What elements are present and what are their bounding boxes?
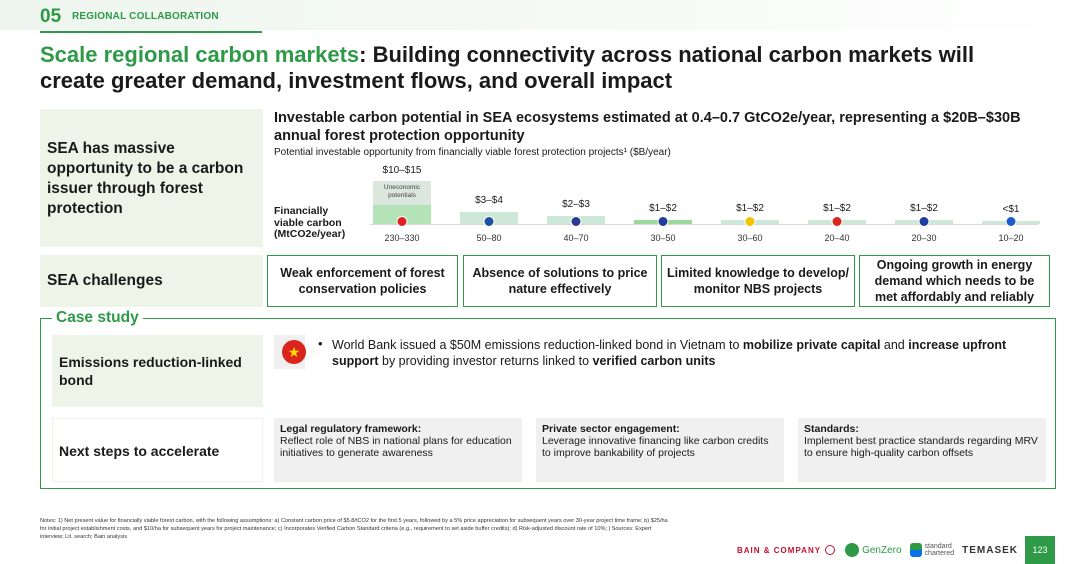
range-label-cambodia: $1–$2 — [649, 203, 677, 214]
mtco2e-label-cambodia: 30–50 — [650, 233, 676, 243]
financially-viable-label: Financially viable carbon (MtCO2e/year) — [274, 205, 346, 241]
step-standards: Standards: Implement best practice stand… — [798, 418, 1046, 482]
section-name: REGIONAL COLLABORATION — [72, 11, 219, 22]
case-study-title: Case study — [52, 309, 143, 327]
step-private-title: Private sector engagement: — [542, 423, 680, 435]
bullet-text-e: by providing investor returns linked to — [378, 354, 593, 368]
step-private-text: Leverage innovative financing like carbo… — [542, 435, 769, 459]
range-label-malaysia: $3–$4 — [475, 195, 503, 206]
chart-title: Investable carbon potential in SEA ecosy… — [274, 110, 1021, 144]
chart-subtitle: Potential investable opportunity from fi… — [274, 147, 671, 158]
partner-logos: BAIN & COMPANY GenZero standard chartere… — [737, 540, 1018, 560]
mtco2e-label-malaysia: 50–80 — [476, 233, 502, 243]
philippines-flag-icon — [1005, 216, 1017, 227]
bullet-icon: • — [318, 336, 323, 351]
cambodia-flag-icon — [657, 216, 669, 227]
challenge-energy: Ongoing growth in energy demand which ne… — [859, 255, 1050, 307]
genzero-icon — [845, 543, 860, 557]
opportunity-panel — [40, 109, 263, 247]
sc-line-2: chartered — [924, 550, 955, 557]
bullet-text-c: and — [880, 338, 909, 352]
mtco2e-label-vietnam: 20–40 — [824, 233, 850, 243]
bullet-text-d: increase upfront support — [332, 338, 1007, 368]
uneconomic-potentials-label: Uneconomic potentials — [373, 181, 431, 205]
bond-panel — [52, 335, 263, 407]
step-standards-title: Standards: — [804, 423, 859, 435]
mtco2e-label-philippines: 10–20 — [998, 233, 1024, 243]
challenge-knowledge: Limited knowledge to develop/ monitor NB… — [661, 255, 855, 307]
genzero-logo: GenZero — [845, 543, 902, 557]
step-standards-text: Implement best practice standards regard… — [804, 435, 1038, 459]
chart-baseline — [370, 224, 1038, 225]
page-title: Scale regional carbon markets: Building … — [40, 42, 1040, 94]
range-label-indonesia: $10–$15 — [382, 165, 422, 176]
standard-chartered-icon — [909, 543, 922, 557]
section-number: 05 — [40, 6, 62, 27]
mtco2e-label-indonesia: 230–330 — [384, 233, 420, 243]
bain-logo: BAIN & COMPANY — [737, 545, 822, 555]
case-study-frame — [40, 318, 1056, 489]
fin-label-line-1: Financially — [274, 205, 329, 217]
genzero-text: GenZero — [862, 544, 902, 556]
step-legal: Legal regulatory framework: Reflect role… — [274, 418, 522, 482]
case-study-bullet: World Bank issued a $50M emissions reduc… — [332, 337, 1042, 369]
next-steps-panel — [52, 418, 263, 482]
temasek-logo: TEMASEK — [962, 544, 1019, 556]
challenge-pricing: Absence of solutions to price nature eff… — [463, 255, 657, 307]
indonesia-flag-icon — [396, 216, 408, 227]
challenges-panel — [40, 255, 263, 307]
myanmar-flag-icon — [744, 216, 756, 227]
standard-chartered-logo: standard chartered — [909, 543, 955, 557]
sc-line-1: standard — [924, 543, 952, 550]
thailand-flag-icon — [570, 216, 582, 227]
bullet-text-a: World Bank issued a $50M emissions reduc… — [332, 338, 743, 352]
bain-circle-icon — [825, 545, 836, 555]
opportunity-label: SEA has massive opportunity to be a carb… — [47, 140, 244, 217]
next-steps-label: Next steps to accelerate — [59, 443, 220, 459]
step-legal-text: Reflect role of NBS in national plans fo… — [280, 435, 512, 459]
mtco2e-label-laos: 20–30 — [911, 233, 937, 243]
laos-flag-icon — [918, 216, 930, 227]
challenges-label: SEA challenges — [47, 272, 163, 289]
bar-indonesia — [373, 205, 431, 224]
step-private: Private sector engagement: Leverage inno… — [536, 418, 784, 482]
standard-chartered-text: standard chartered — [925, 543, 955, 557]
fin-label-line-3: (MtCO2e/year) — [274, 228, 346, 240]
bullet-text-b: mobilize private capital — [742, 338, 881, 352]
section-header-band — [0, 0, 1080, 30]
page-title-highlight: Scale regional carbon markets — [40, 42, 360, 67]
challenge-enforcement: Weak enforcement of forest conservation … — [267, 255, 458, 307]
bullet-text-f: verified carbon units — [592, 354, 716, 368]
bond-label: Emissions reduction-linked bond — [59, 354, 242, 388]
range-label-vietnam: $1–$2 — [823, 203, 851, 214]
malaysia-flag-icon — [483, 216, 495, 227]
footnotes: Notes: 1) Net present value for financia… — [40, 518, 668, 540]
step-legal-title: Legal regulatory framework: — [280, 423, 422, 435]
range-label-philippines: <$1 — [1002, 204, 1020, 215]
page-number: 123 — [1025, 536, 1055, 564]
mtco2e-label-myanmar: 30–60 — [737, 233, 763, 243]
page-title-rest: : Building connectivity across national … — [40, 42, 975, 93]
range-label-myanmar: $1–$2 — [736, 203, 764, 214]
range-label-thailand: $2–$3 — [562, 199, 590, 210]
mtco2e-label-thailand: 40–70 — [563, 233, 589, 243]
vietnam-flag-icon: ★ — [282, 340, 306, 364]
vietnam-flag-icon — [831, 216, 843, 227]
fin-label-line-2: viable carbon — [274, 216, 342, 229]
range-label-laos: $1–$2 — [910, 203, 938, 214]
section-rule — [40, 31, 262, 33]
